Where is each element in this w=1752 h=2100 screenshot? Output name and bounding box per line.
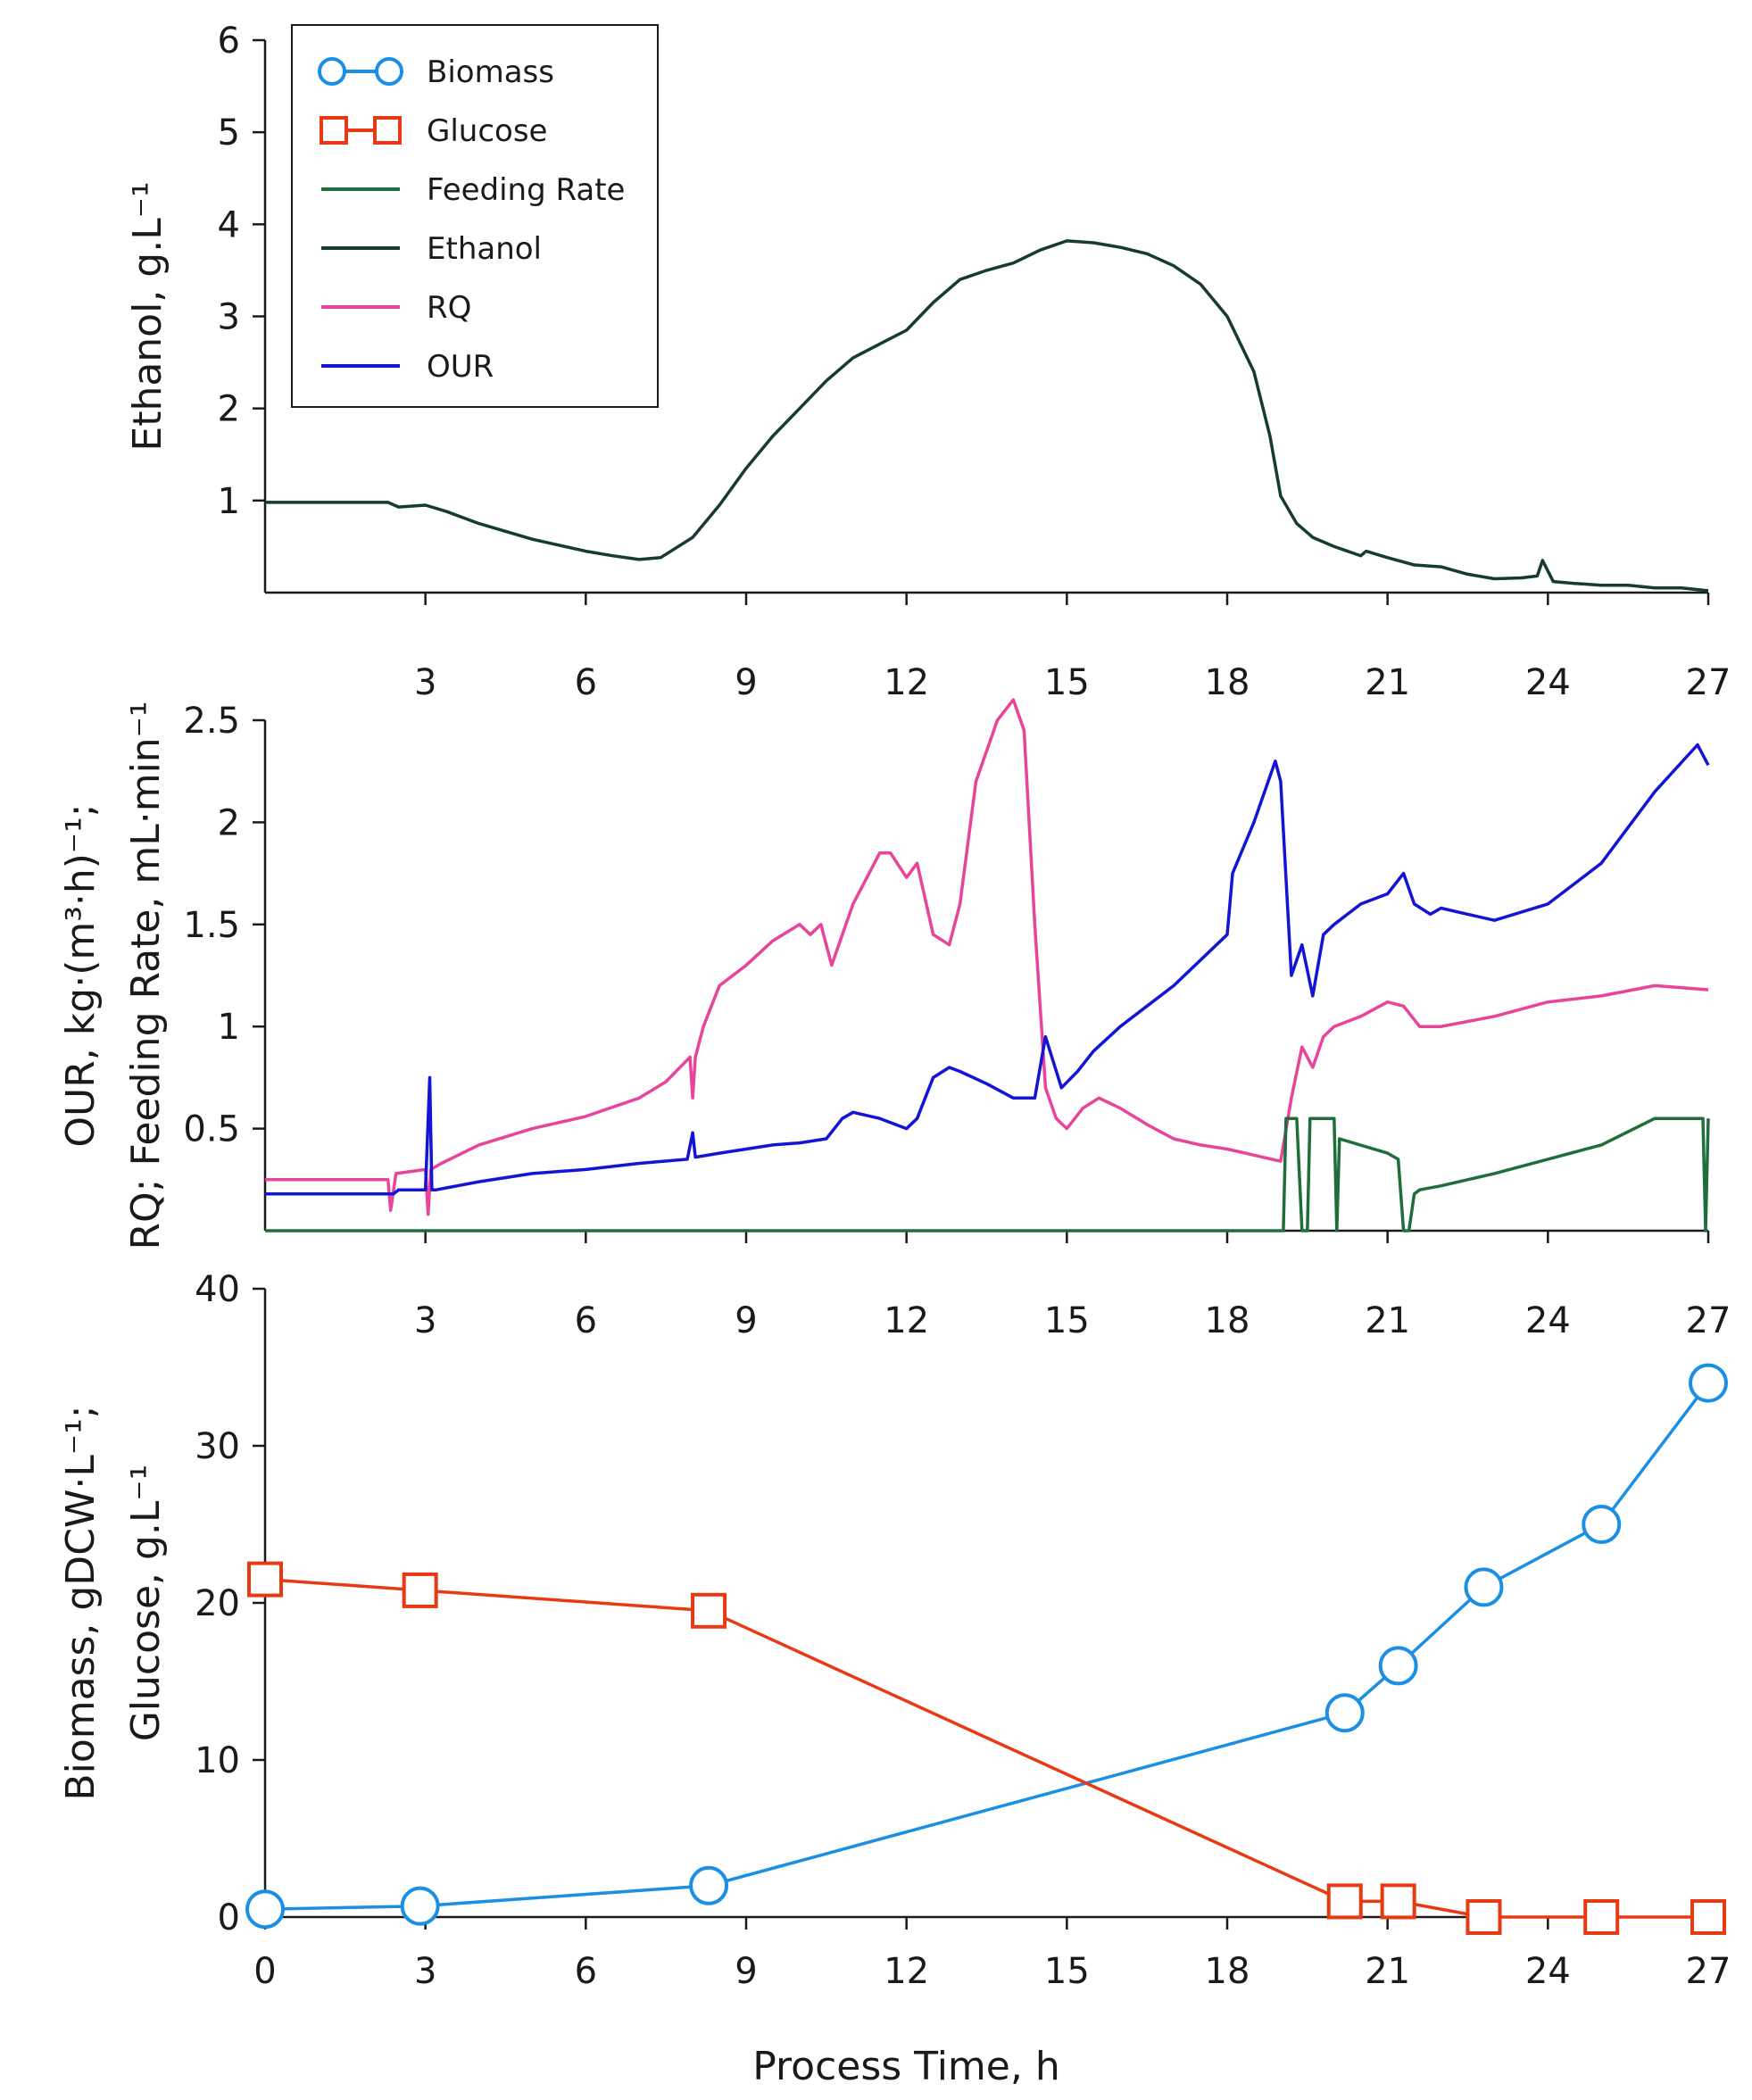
top-y-tick-label: 5 (218, 112, 240, 154)
glucose-point (1466, 1899, 1502, 1935)
bottom-y-axis-title-line1: Biomass, gDCW·L⁻¹; (58, 1405, 104, 1800)
our-rq-feeding-panel: 3 6 9 12 15 18 21 24 27 0.5 1 1.5 2 2.5 OUR, kg·(m³·h)… (58, 698, 1731, 1341)
biomass-glucose-panel: 0 3 6 9 12 15 18 21 24 27 0 10 20 30 40 Biomass, gDCW·L… (58, 1269, 1731, 2089)
middle-y-axis-title-line1: OUR, kg·(m³·h)⁻¹; (58, 803, 104, 1147)
legend: Biomass Glucose Feeding Rate Ethanol RQ OUR (291, 24, 659, 408)
top-x-tick-label: 21 (1365, 662, 1410, 703)
top-x-tick-label: 12 (884, 662, 929, 703)
middle-x-tick-label: 6 (575, 1300, 597, 1341)
legend-ethanol-label: Ethanol (427, 231, 542, 267)
bottom-x-tick-label: 24 (1525, 1951, 1571, 1992)
bottom-y-tick-label: 30 (195, 1426, 240, 1467)
bottom-biomass-line (264, 1382, 1710, 1911)
top-y-tick-label: 4 (218, 204, 240, 245)
middle-x-tick-label: 3 (414, 1300, 436, 1341)
glucose-point (1326, 1883, 1363, 1920)
middle-feeding_rate-line (265, 1116, 1710, 1233)
top-x-tick-label: 15 (1044, 662, 1090, 703)
middle-x-tick-label: 27 (1686, 1300, 1731, 1341)
biomass-point (400, 1886, 440, 1926)
middle-x-tick-label: 24 (1525, 1300, 1571, 1341)
bottom-y-tick-label: 10 (195, 1740, 240, 1781)
middle-y-tick-label: 1.5 (183, 905, 240, 946)
glucose-point (1690, 1899, 1726, 1935)
top-x-tick-label: 18 (1205, 662, 1250, 703)
biomass-point (1689, 1363, 1728, 1403)
bottom-x-tick-label: 3 (414, 1951, 436, 1992)
legend-biomass-marker (375, 57, 403, 86)
top-x-tick-label: 9 (735, 662, 757, 703)
top-y-tick-label: 1 (218, 481, 240, 522)
bottom-x-tick-label: 18 (1205, 1951, 1250, 1992)
legend-glucose-marker (320, 116, 348, 145)
middle-x-tick-label: 15 (1044, 1300, 1090, 1341)
middle-x-tick-label: 12 (884, 1300, 929, 1341)
biomass-point (1464, 1567, 1504, 1607)
bottom-x-tick-label: 9 (735, 1951, 757, 1992)
middle-x-tick-label: 18 (1205, 1300, 1250, 1341)
bottom-y-tick-label: 20 (195, 1583, 240, 1624)
bottom-x-axis-title: Process Time, h (752, 2044, 1059, 2089)
glucose-point (247, 1561, 283, 1598)
middle-x-tick-label: 9 (735, 1300, 757, 1341)
middle-y-tick-label: 2.5 (183, 701, 240, 742)
biomass-point (1582, 1505, 1622, 1544)
bottom-x-tick-label: 12 (884, 1951, 929, 1992)
glucose-point (402, 1572, 438, 1608)
middle-y-tick-label: 0.5 (183, 1109, 240, 1150)
top-x-tick-label: 27 (1686, 662, 1731, 703)
middle-y-tick-label: 2 (218, 802, 240, 843)
biomass-point (689, 1865, 729, 1905)
legend-biomass-label: Biomass (427, 54, 554, 90)
bottom-x-tick-label: 21 (1365, 1951, 1410, 1992)
bottom-y-tick-label: 0 (218, 1897, 240, 1938)
glucose-point (1583, 1899, 1620, 1935)
biomass-point (245, 1889, 285, 1930)
bottom-x-tick-label: 15 (1044, 1951, 1090, 1992)
top-x-tick-label: 6 (575, 662, 597, 703)
top-x-tick-label: 24 (1525, 662, 1571, 703)
bottom-y-axis-title-line2: Glucose, g.L⁻¹ (123, 1465, 169, 1742)
legend-box (291, 24, 659, 408)
biomass-point (1378, 1646, 1418, 1686)
bottom-y-tick-label: 40 (195, 1269, 240, 1310)
biomass-point (1324, 1693, 1365, 1733)
top-x-tick-label: 3 (414, 662, 436, 703)
middle-x-tick-label: 21 (1365, 1300, 1410, 1341)
top-y-tick-label: 3 (218, 297, 240, 338)
glucose-point (691, 1592, 727, 1629)
legend-biomass-marker (318, 57, 346, 86)
bottom-x-tick-label: 27 (1686, 1951, 1731, 1992)
legend-rq-label: RQ (427, 290, 471, 326)
glucose-point (1380, 1883, 1416, 1920)
legend-glucose-label: Glucose (427, 113, 547, 149)
middle-our-line (265, 743, 1710, 1196)
middle-y-axis-title-line2: RQ; Feeding Rate, mL·min⁻¹ (123, 701, 169, 1249)
legend-feeding_rate-label: Feeding Rate (427, 172, 625, 208)
legend-our-label: OUR (427, 349, 494, 385)
top-y-axis-title: Ethanol, g.L⁻¹ (125, 181, 170, 451)
middle-y-tick-label: 1 (218, 1007, 240, 1048)
top-ethanol-line (265, 239, 1709, 593)
bottom-x-tick-label: 0 (253, 1951, 276, 1992)
bottom-x-tick-label: 6 (575, 1951, 597, 1992)
top-y-tick-label: 6 (218, 21, 240, 62)
bottom-glucose-line (264, 1577, 1708, 1919)
top-y-tick-label: 2 (218, 389, 240, 430)
middle-rq-line (265, 698, 1709, 1216)
legend-glucose-marker (373, 116, 402, 145)
